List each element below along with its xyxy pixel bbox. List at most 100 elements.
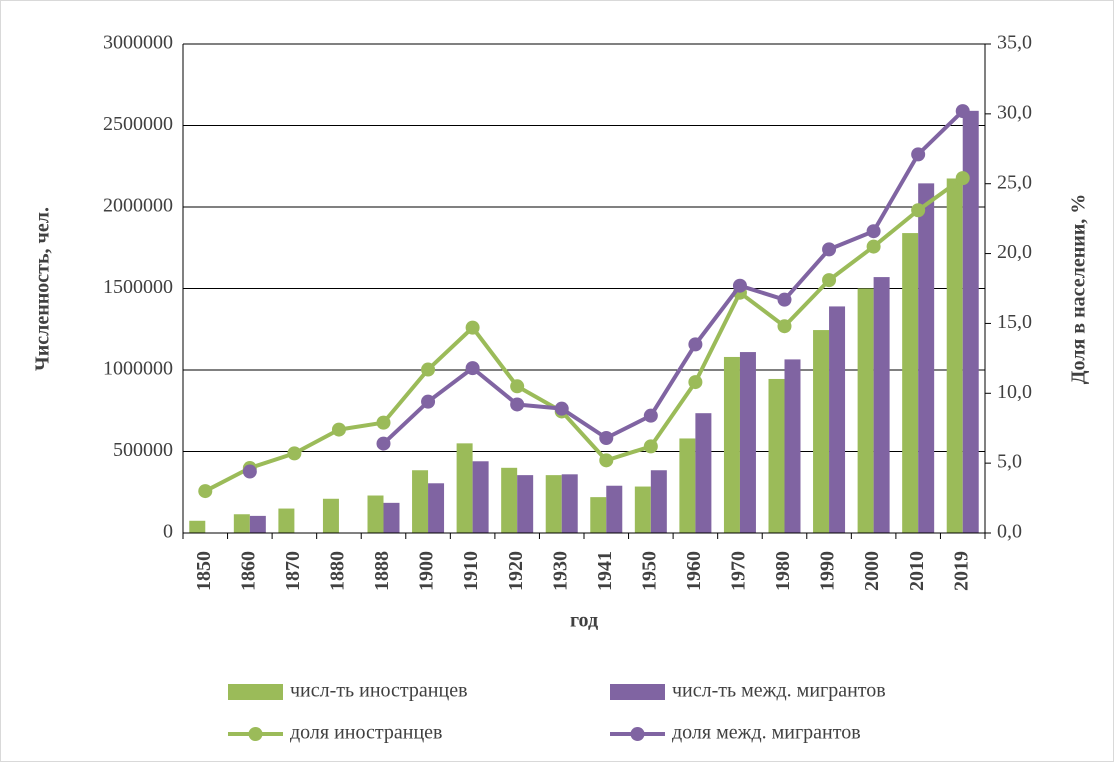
line-marker (777, 292, 792, 307)
bar (278, 508, 295, 533)
line (382, 109, 965, 446)
x-tick-label: 1850 (193, 551, 215, 591)
line-marker (643, 439, 658, 454)
x-tick-label: 1888 (371, 551, 393, 591)
bar (962, 110, 979, 533)
x-tick-label: 1990 (817, 551, 839, 591)
bar (456, 443, 473, 533)
line-marker (599, 453, 614, 468)
line-marker (911, 147, 926, 162)
x-axis-title: год (570, 610, 598, 632)
x-tick-label: 1980 (772, 551, 794, 591)
y2-tick-label: 25,0 (997, 171, 1032, 193)
y2-tick-label: 0,0 (997, 521, 1022, 543)
bar (946, 178, 963, 533)
y-tick-label: 500000 (113, 439, 173, 461)
x-tick-label: 1970 (728, 551, 750, 591)
legend-label: числ-ть иностранцев (290, 680, 468, 702)
line-marker (599, 430, 614, 445)
bar (412, 470, 429, 533)
line-marker (510, 379, 525, 394)
bar (606, 485, 623, 533)
line-marker (421, 362, 436, 377)
line-marker (866, 224, 881, 239)
x-tick-label: 1920 (505, 551, 527, 591)
y2-axis-title: Доля в населении, % (1068, 194, 1090, 385)
bar (634, 486, 651, 533)
y-tick-label: 1500000 (103, 276, 173, 298)
bar (383, 502, 400, 533)
y2-tick-label: 35,0 (997, 32, 1032, 54)
bar (723, 356, 740, 533)
x-tick-label: 1900 (416, 551, 438, 591)
bar (501, 467, 518, 533)
y-tick-label: 2500000 (103, 113, 173, 135)
x-tick-label: 1860 (237, 551, 259, 591)
x-tick-label: 1910 (460, 551, 482, 591)
y-tick-label: 2000000 (103, 195, 173, 217)
bar (857, 288, 874, 533)
line-marker (777, 319, 792, 334)
line (204, 176, 964, 493)
bar (322, 498, 339, 533)
bar (561, 474, 578, 533)
line-marker (510, 397, 525, 412)
bar (829, 306, 846, 533)
bar (517, 475, 534, 533)
bar (784, 359, 801, 533)
y-tick-label: 1000000 (103, 358, 173, 380)
bar (545, 475, 562, 533)
x-tick-label: 1880 (327, 551, 349, 591)
bar (918, 183, 935, 534)
line-marker (421, 394, 436, 409)
y-tick-label: 0 (163, 521, 173, 543)
line-marker (643, 408, 658, 423)
y-tick-label: 3000000 (103, 32, 173, 54)
bar (590, 497, 607, 533)
line-marker (688, 337, 703, 352)
y2-tick-label: 15,0 (997, 311, 1032, 333)
line-marker (465, 361, 480, 376)
line-marker (732, 278, 747, 293)
x-tick-label: 1950 (638, 551, 660, 591)
y2-tick-label: 5,0 (997, 451, 1022, 473)
legend-swatch (248, 727, 263, 741)
bar (695, 413, 712, 533)
legend-swatch (630, 727, 645, 741)
legend-label: доля иностранцев (290, 722, 442, 744)
x-tick-label: 1930 (549, 551, 571, 591)
line-marker (822, 242, 837, 257)
y-axis-title: Численность, чел. (32, 207, 54, 371)
line-marker (376, 436, 391, 451)
bar (902, 233, 919, 533)
line-marker (287, 446, 302, 461)
y2-tick-label: 30,0 (997, 101, 1032, 123)
legend-label: числ-ть межд. мигрантов (672, 680, 886, 702)
bar (679, 438, 696, 533)
y2-tick-label: 20,0 (997, 241, 1032, 263)
bar (428, 483, 445, 533)
line-marker (911, 203, 926, 218)
bar (189, 520, 206, 533)
y2-tick-label: 10,0 (997, 381, 1032, 403)
x-tick-label: 2000 (861, 551, 883, 591)
line-marker (465, 320, 480, 335)
legend-swatch (228, 684, 283, 700)
x-tick-label: 2010 (906, 551, 928, 591)
legend-label: доля межд. мигрантов (672, 722, 861, 744)
x-tick-label: 1870 (282, 551, 304, 591)
line-marker (822, 273, 837, 288)
line-marker (955, 104, 970, 119)
x-tick-label: 2019 (950, 551, 972, 591)
x-tick-label: 1941 (594, 551, 616, 591)
bar (873, 277, 890, 533)
line-marker (866, 239, 881, 254)
line-marker (376, 415, 391, 430)
bar (768, 378, 785, 533)
bar (249, 515, 266, 533)
bar (472, 461, 489, 533)
line-marker (331, 422, 346, 437)
line-marker (242, 464, 257, 479)
bar (739, 352, 756, 533)
